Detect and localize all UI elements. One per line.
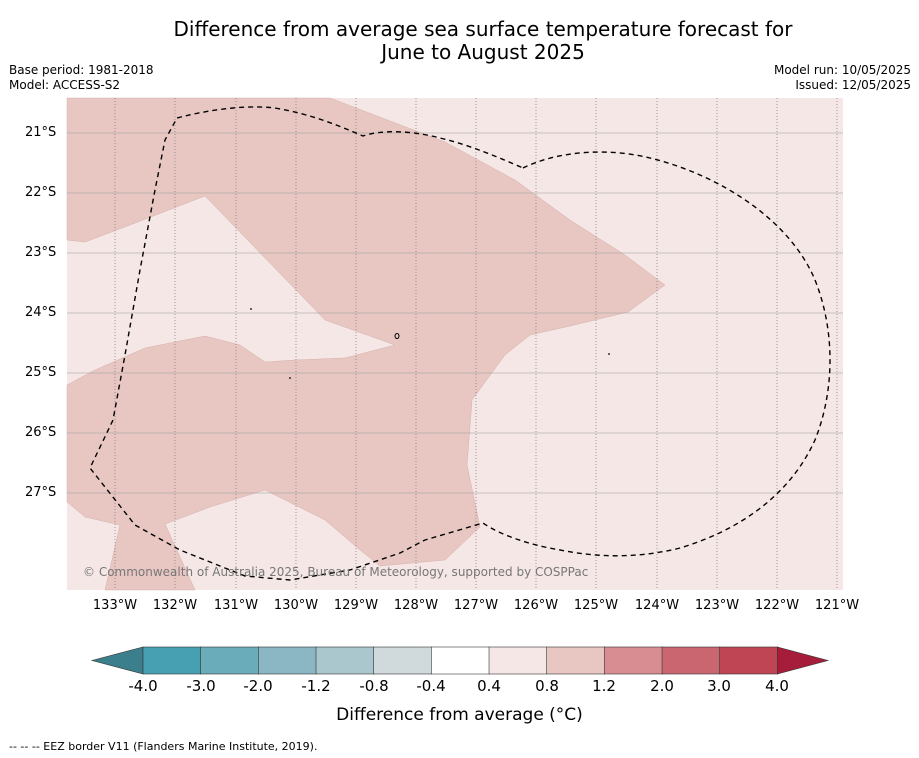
model-name: Model: ACCESS-S2 bbox=[9, 78, 121, 92]
colorbar-extend-high bbox=[777, 646, 830, 675]
lon-label: 125°W bbox=[573, 598, 619, 613]
colorbar-title: Difference from average (°C) bbox=[336, 705, 583, 725]
graticule bbox=[67, 132, 843, 494]
lon-label: 129°W bbox=[333, 598, 379, 613]
colorbar-segment bbox=[661, 646, 721, 675]
island-marker bbox=[250, 308, 252, 310]
lon-label: 123°W bbox=[694, 598, 740, 613]
meta-right: Model run: 10/05/2025 Issued: 12/05/2025 bbox=[774, 63, 911, 93]
colorbar-tick-label: -3.0 bbox=[186, 677, 216, 695]
lat-label: 22°S bbox=[25, 185, 57, 200]
lon-label: 121°W bbox=[814, 598, 860, 613]
lat-label: 21°S bbox=[25, 125, 57, 140]
eez-border-pitcairn bbox=[89, 106, 831, 581]
issued-date: Issued: 12/05/2025 bbox=[795, 78, 911, 92]
colorbar-tick-label: -1.2 bbox=[301, 677, 331, 695]
copyright-notice: © Commonwealth of Australia 2025, Bureau… bbox=[83, 565, 589, 579]
lon-label: 126°W bbox=[513, 598, 559, 613]
base-period: Base period: 1981-2018 bbox=[9, 63, 154, 77]
lat-label: 24°S bbox=[25, 305, 57, 320]
title-line-2: June to August 2025 bbox=[381, 40, 585, 64]
colorbar-segment bbox=[315, 646, 375, 675]
lat-label: 26°S bbox=[25, 425, 57, 440]
colorbar-extend-low bbox=[90, 646, 144, 675]
lon-label: 133°W bbox=[92, 598, 138, 613]
colorbar-segment bbox=[546, 646, 606, 675]
colorbar-segment bbox=[604, 646, 663, 675]
meta-left: Base period: 1981-2018 Model: ACCESS-S2 bbox=[9, 63, 154, 93]
island-marker bbox=[394, 333, 400, 339]
lon-label: 127°W bbox=[453, 598, 499, 613]
lat-label: 25°S bbox=[25, 365, 57, 380]
colorbar-tick-label: 1.2 bbox=[592, 677, 616, 695]
island-marker bbox=[289, 377, 291, 379]
lon-label: 131°W bbox=[213, 598, 259, 613]
colorbar-tick-label: -2.0 bbox=[243, 677, 273, 695]
model-run: Model run: 10/05/2025 bbox=[773, 63, 911, 77]
map-title: Difference from average sea surface temp… bbox=[100, 18, 866, 64]
colorbar-tick-label: 3.0 bbox=[707, 677, 731, 695]
lat-label: 23°S bbox=[25, 245, 57, 260]
colorbar-segment bbox=[719, 646, 779, 675]
colorbar-tick-label: -4.0 bbox=[128, 677, 158, 695]
colorbar-segment bbox=[488, 646, 548, 675]
colorbar bbox=[90, 646, 830, 675]
colorbar-tick-label: -0.4 bbox=[416, 677, 446, 695]
lon-label: 124°W bbox=[634, 598, 680, 613]
colorbar-tick-label: 0.4 bbox=[477, 677, 501, 695]
eez-legend-footnote: -- -- -- EEZ border V11 (Flanders Marine… bbox=[9, 740, 318, 753]
colorbar-tick-label: 0.8 bbox=[535, 677, 559, 695]
lon-label: 122°W bbox=[754, 598, 800, 613]
colorbar-segment bbox=[431, 646, 490, 675]
colorbar-segment bbox=[200, 646, 260, 675]
colorbar-tick-label: 4.0 bbox=[765, 677, 789, 695]
title-line-1: Difference from average sea surface temp… bbox=[173, 17, 793, 41]
colorbar-segment bbox=[142, 646, 202, 675]
anomaly-region-north bbox=[66, 97, 666, 591]
lon-label: 132°W bbox=[152, 598, 198, 613]
colorbar-tick-label: 2.0 bbox=[650, 677, 674, 695]
lon-label: 130°W bbox=[273, 598, 319, 613]
lon-label: 128°W bbox=[393, 598, 439, 613]
colorbar-segment bbox=[258, 646, 317, 675]
colorbar-segment bbox=[373, 646, 433, 675]
lat-label: 27°S bbox=[25, 485, 57, 500]
colorbar-tick-label: -0.8 bbox=[359, 677, 389, 695]
graticule-lon bbox=[114, 98, 838, 590]
island-marker bbox=[608, 353, 610, 355]
